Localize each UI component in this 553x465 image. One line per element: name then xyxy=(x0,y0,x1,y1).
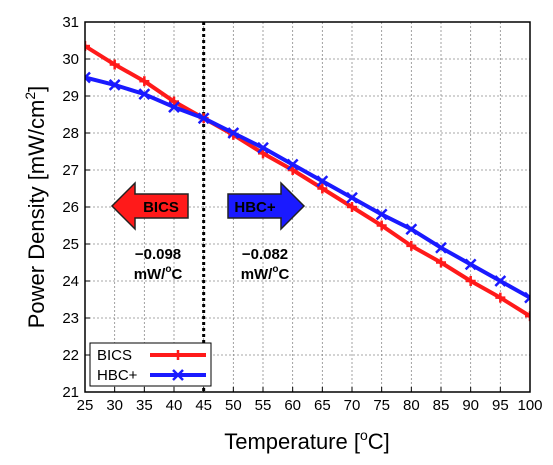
data-point-hbc xyxy=(227,127,240,139)
x-axis-label-tail: C] xyxy=(368,429,390,454)
y-tick-label: 24 xyxy=(62,273,79,290)
data-point-hbc xyxy=(168,101,180,113)
data-point-bics xyxy=(376,220,387,231)
data-point-bics xyxy=(317,183,328,194)
y-axis-label: Power Density [mW/cm2] xyxy=(22,86,49,329)
data-point-hbc xyxy=(375,208,388,221)
data-point-hbc xyxy=(316,175,329,187)
legend-label: BICS xyxy=(97,347,132,364)
data-point-hbc xyxy=(138,88,151,101)
legend-item-bics: BICS xyxy=(97,347,206,364)
y-tick-label: 25 xyxy=(62,236,79,253)
data-point-hbc xyxy=(108,79,121,91)
plot-frame xyxy=(84,21,531,393)
x-axis-label: Temperature [oC] xyxy=(224,427,390,454)
legend: BICS HBC+ xyxy=(89,342,212,387)
x-tick-label: 30 xyxy=(106,397,123,414)
series-hbc xyxy=(85,71,530,304)
data-point-bics xyxy=(406,240,417,251)
x-axis-label-main: Temperature [ xyxy=(224,429,360,454)
x-tick-label: 65 xyxy=(314,397,331,414)
y-axis-label-sup: 2 xyxy=(22,92,38,100)
arrow-right xyxy=(227,181,306,231)
series-line-bics xyxy=(85,44,530,318)
data-point-bics xyxy=(109,59,120,70)
arrow-left xyxy=(110,181,189,231)
data-point-hbc xyxy=(435,241,447,254)
x-tick-label: 70 xyxy=(344,397,361,414)
data-point-hbc xyxy=(464,258,477,271)
y-axis-label-main: Power Density [mW/cm xyxy=(24,100,49,329)
y-tick-label: 27 xyxy=(62,162,79,179)
arrow-label: HBC+ xyxy=(234,199,275,216)
x-tick-label: 80 xyxy=(403,397,420,414)
y-tick-label: 31 xyxy=(62,14,79,31)
data-point-hbc xyxy=(346,191,358,204)
y-tick-label: 28 xyxy=(62,125,79,142)
data-point-bics xyxy=(465,276,476,286)
data-point-hbc xyxy=(85,71,91,84)
x-tick-label: 60 xyxy=(284,397,301,414)
x-tick-label: 55 xyxy=(255,397,272,414)
x-tick-label: 95 xyxy=(492,397,509,414)
series-line-hbc xyxy=(85,75,530,300)
data-point-hbc xyxy=(286,158,299,171)
arrow-label: BICS xyxy=(143,199,179,216)
legend-box xyxy=(89,342,212,387)
data-point-bics xyxy=(347,202,357,212)
x-tick-label: 25 xyxy=(77,397,94,414)
y-tick-label: 22 xyxy=(62,347,79,364)
slope-value: −0.082 xyxy=(242,246,288,263)
legend-item-hbc: HBC+ xyxy=(97,367,206,384)
y-tick-label: 29 xyxy=(62,88,79,105)
data-point-bics xyxy=(85,41,90,52)
x-axis-label-sup: o xyxy=(360,427,368,443)
slope-unit: mW/oC xyxy=(134,264,183,283)
data-point-bics xyxy=(495,292,506,303)
x-tick-label: 85 xyxy=(433,397,450,414)
y-tick-label: 21 xyxy=(62,384,79,401)
data-point-bics xyxy=(525,311,530,322)
data-point-hbc xyxy=(257,141,269,154)
data-point-hbc xyxy=(197,112,210,125)
slope-unit: mW/oC xyxy=(241,264,290,283)
data-point-bics xyxy=(436,257,446,268)
y-tick-label: 26 xyxy=(62,199,79,216)
data-point-hbc xyxy=(405,223,418,236)
x-tick-label: 90 xyxy=(462,397,479,414)
x-tick-label: 75 xyxy=(373,397,390,414)
data-point-hbc xyxy=(494,275,507,287)
y-tick-label: 23 xyxy=(62,310,79,327)
x-tick-label: 50 xyxy=(225,397,242,414)
legend-label: HBC+ xyxy=(97,367,138,384)
series-layer xyxy=(85,41,530,322)
x-tick-label: 45 xyxy=(195,397,212,414)
data-point-bics xyxy=(139,76,150,87)
x-tick-label: 100 xyxy=(517,397,542,414)
y-axis-ticks: 21 22 23 24 25 26 27 28 29 30 31 xyxy=(62,14,90,401)
x-axis-ticks: 25 30 35 40 45 50 55 60 65 70 75 80 85 90 95 100 xyxy=(77,387,543,414)
data-point-hbc xyxy=(524,291,530,304)
slope-value: −0.098 xyxy=(135,246,181,263)
y-axis-label-tail: ] xyxy=(24,86,49,92)
y-tick-label: 30 xyxy=(62,51,79,68)
x-tick-label: 35 xyxy=(136,397,153,414)
x-tick-label: 40 xyxy=(166,397,183,414)
data-point-bics xyxy=(169,96,179,107)
